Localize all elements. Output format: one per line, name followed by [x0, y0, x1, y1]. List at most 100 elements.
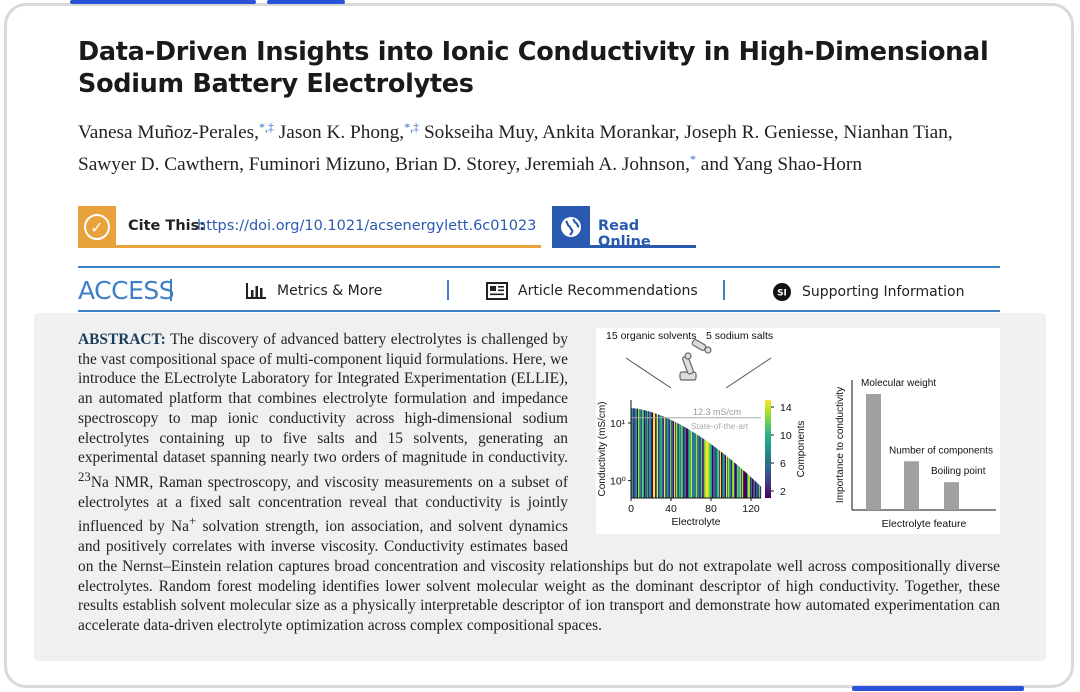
tab-recommendations[interactable]: Article Recommendations [486, 282, 698, 300]
importance-bar [904, 461, 919, 510]
conductivity-bar [675, 422, 677, 498]
conductivity-bar [650, 411, 652, 498]
conductivity-bar [701, 437, 703, 498]
tab-supporting-info[interactable]: SI Supporting Information [772, 282, 964, 302]
conductivity-bar [723, 453, 725, 498]
author-mark[interactable]: *,‡ [404, 120, 420, 134]
importance-bar-label: Boiling point [931, 466, 986, 477]
abstract-body-2: Na NMR, Raman spectroscopy, and viscosit… [78, 474, 568, 536]
conductivity-bar [749, 475, 751, 498]
x-axis-label: Electrolyte feature [882, 518, 967, 530]
salts-label: 5 sodium salts [706, 330, 773, 342]
conductivity-bar [708, 442, 710, 498]
conductivity-bar [753, 479, 755, 498]
flow-arrow-left [625, 357, 672, 389]
conductivity-bar [715, 447, 717, 498]
read-online-label: Read Online [598, 218, 651, 250]
conductivity-bar [716, 448, 718, 498]
author-mark[interactable]: *,‡ [258, 120, 274, 134]
colorbar-tick-label: 10 [780, 430, 792, 442]
conductivity-bar [653, 412, 655, 498]
conductivity-bar [652, 412, 654, 498]
conductivity-bar [631, 408, 633, 498]
conductivity-bar [690, 430, 692, 498]
conductivity-bar [656, 413, 658, 498]
conductivity-bar [632, 408, 634, 498]
conductivity-bar [691, 431, 693, 498]
conductivity-bar [706, 440, 708, 498]
abstract-body-1: The discovery of advanced battery electr… [78, 331, 568, 467]
conductivity-bar [635, 408, 637, 498]
conductivity-bar [668, 418, 670, 498]
abstract-text: ABSTRACT: The discovery of advanced batt… [78, 330, 1000, 636]
conductivity-bar [704, 439, 706, 498]
bar-chart-icon [245, 282, 267, 300]
conductivity-bar [651, 412, 653, 498]
conductivity-bar [647, 410, 649, 498]
isotope-superscript: 23 [78, 469, 91, 484]
conductivity-bar [644, 410, 646, 498]
conductivity-bar [730, 459, 732, 498]
conductivity-bar [757, 483, 759, 498]
conductivity-bar [698, 435, 700, 498]
conductivity-bar [702, 438, 704, 498]
access-label: ACCESS [78, 276, 175, 305]
conductivity-bar [683, 426, 685, 498]
conductivity-bar [636, 408, 638, 498]
colorbar-tick-label: 2 [780, 486, 786, 498]
conductivity-bar [754, 480, 756, 498]
conductivity-bar [738, 466, 740, 498]
conductivity-bar [740, 467, 742, 498]
charge-superscript: + [188, 514, 197, 529]
conductivity-bar [707, 441, 709, 498]
conductivity-bar [739, 466, 741, 498]
toc-graphic-svg: 15 organic solvents 5 sodium salts 12.3 … [597, 330, 996, 530]
author-list: Vanesa Muñoz-Perales,*,‡ Jason K. Phong,… [78, 114, 998, 178]
conductivity-bar [678, 423, 680, 498]
conductivity-bar [726, 456, 728, 498]
colorbar-label: Components [796, 421, 807, 478]
read-online-button[interactable]: Read Online [552, 206, 696, 250]
x-tick-label: 120 [742, 503, 760, 515]
importance-bar-label: Molecular weight [861, 378, 936, 389]
colorbar [765, 400, 771, 498]
article-title: Data-Driven Insights into Ionic Conducti… [78, 37, 989, 99]
solvents-label: 15 organic solvents [606, 330, 696, 342]
conductivity-bar [711, 444, 713, 498]
conductivity-bar [748, 474, 750, 498]
conductivity-bar [751, 477, 753, 498]
tab-recommendations-label: Article Recommendations [518, 283, 698, 299]
conductivity-bar [737, 465, 739, 498]
conductivity-bar [709, 443, 711, 498]
conductivity-bar [634, 408, 636, 498]
conductivity-bar [695, 433, 697, 498]
author-mark[interactable]: * [689, 152, 696, 166]
conductivity-bar [657, 414, 659, 498]
flow-arrow-right [725, 357, 772, 389]
author-name: Sokseiha Muy, Ankita Morankar, Joseph R.… [78, 122, 953, 175]
conductivity-bar [743, 470, 745, 498]
conductivity-bar [669, 419, 671, 498]
conductivity-bar [729, 458, 731, 498]
conductivity-bar [671, 420, 673, 498]
cite-this-box[interactable]: ✓ Cite This: https://doi.org/10.1021/acs… [78, 206, 541, 248]
conductivity-bar [673, 421, 675, 498]
doi-link[interactable]: https://doi.org/10.1021/acsenergylett.6c… [197, 218, 537, 234]
conductivity-bar [717, 449, 719, 498]
conductivity-bar [643, 409, 645, 498]
bottom-scroll-bar[interactable] [852, 686, 1024, 691]
toc-graphic: 15 organic solvents 5 sodium salts 12.3 … [596, 328, 1000, 534]
top-progress-bar-2 [267, 0, 345, 4]
importance-bar [866, 394, 881, 510]
conductivity-bar [663, 416, 665, 498]
conductivity-bar [664, 417, 666, 498]
conductivity-bar [735, 463, 737, 498]
conductivity-bar [654, 413, 656, 498]
author-name: and Yang Shao-Horn [695, 154, 862, 175]
tab-metrics[interactable]: Metrics & More [245, 282, 382, 300]
conductivity-bar [658, 414, 660, 498]
conductivity-bar [684, 427, 686, 498]
access-bar: ACCESS Metrics & More Article Recomme [78, 266, 1000, 312]
tab-supporting-info-label: Supporting Information [802, 284, 965, 300]
y-tick-label: 10¹ [610, 418, 626, 430]
